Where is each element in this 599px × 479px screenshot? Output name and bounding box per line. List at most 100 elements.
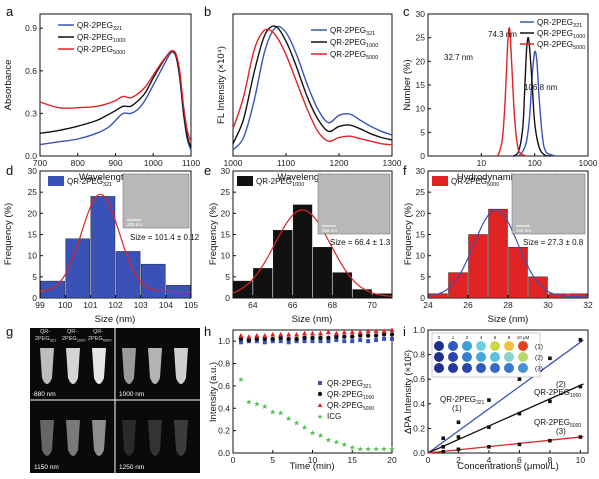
panel-d-ytick-label: 30 [28, 166, 38, 176]
panel-f-ytick-label: 15 [416, 230, 426, 240]
series-line-qr-2peg1000 [39, 50, 192, 148]
panel-f-xtick-label: 30 [543, 300, 553, 310]
legend-text-icg: ICG [327, 412, 341, 421]
line-label-321-num: (1) [452, 404, 462, 413]
data-point-qr-2peg1000 [302, 335, 307, 341]
histogram-bar [65, 238, 91, 299]
legend-text-321: QR-2PEG321 [330, 26, 375, 37]
panel-d-xtick-label: 102 [108, 300, 122, 310]
panel-e-ticks: 64 66 68 70 0 5 10 15 20 25 30 [221, 166, 378, 310]
data-point-qr-2peg5000 [349, 329, 355, 335]
data-point-qr-2peg1000 [487, 425, 491, 429]
data-point-qr-2peg1000 [254, 336, 260, 342]
panel-a-ytick-label: 0.9 [25, 23, 37, 33]
panel-a: a 700 800 900 1000 1100 0.0 0.3 0.6 0.9 Waveleng… [3, 4, 200, 183]
panel-i: i 0 2 4 6 8 10 0.0 0.2 0.4 0.6 0.8 1.0 0 1 2 4 6 8 10 μM (… [403, 324, 589, 472]
data-point-icg: ★ [238, 375, 245, 384]
panel-i-ylabel: ΔPA Intensity (×10²) [403, 350, 414, 434]
panel-i-ytick-label: 1.0 [413, 325, 425, 335]
panel-f-ytick-label: 30 [416, 166, 426, 176]
series-line-qr-2peg321 [232, 25, 393, 151]
scale-bar-label: 200 nm [516, 228, 531, 233]
legend-text-321: QR-2PEG321 [77, 21, 122, 32]
tube-label-321-prefix: QR- [40, 329, 50, 335]
tube-880-5000 [92, 348, 106, 384]
tem-image-5000 [511, 173, 586, 235]
legend-text-1000: QR-2PEG1000 [256, 177, 304, 188]
panel-h-xtick-label: 20 [387, 455, 397, 465]
legend-marker-321 [318, 381, 322, 385]
legend-text-5000: QR-2PEG5000 [330, 50, 378, 61]
histogram-bar [468, 234, 488, 299]
panel-c-xlabel: Hydrodynamic size (nm) [457, 172, 559, 183]
data-point-qr-2peg1000 [342, 334, 347, 339]
tem-image-1000 [317, 173, 391, 235]
data-point-qr-2peg1000 [294, 336, 299, 342]
data-point-qr-2peg321 [294, 339, 299, 344]
panel-e-bars [233, 204, 392, 299]
data-point-qr-2peg1000 [373, 333, 379, 338]
panel-i-xtick-label: 10 [576, 455, 586, 465]
panel-b-legend: QR-2PEG321 QR-2PEG1000 QR-2PEG5000 [311, 26, 378, 61]
panel-a-frame [39, 13, 192, 157]
data-point-qr-2peg321 [270, 339, 275, 344]
line-label-5000: QR-2PEG5000 [534, 418, 581, 429]
tube-1000-5000 [174, 348, 188, 384]
pa-well [518, 352, 528, 362]
data-point-qr-2peg5000 [301, 330, 308, 336]
well-header-label: 4 [480, 335, 483, 340]
panel-f-ytick-label: 20 [416, 208, 426, 218]
legend-text-321: QR-2PEG321 [537, 18, 582, 29]
panel-f-ytick-label: 25 [416, 187, 426, 197]
panel-d-xtick-label: 104 [159, 300, 173, 310]
well-header-label: 0 [438, 335, 441, 340]
data-point-icg: ★ [293, 419, 300, 428]
panel-e-ytick-label: 20 [221, 208, 231, 218]
panel-g: g QR- 2PEG321 QR- 2PEG1000 QR- 2PEG5000 … [6, 324, 200, 473]
tube-label-1000: 2PEG1000 [62, 336, 86, 343]
panel-h-ytick-label: 0.2 [218, 426, 230, 436]
panel-f-xlabel: Size (nm) [488, 314, 529, 325]
data-point-icg: ★ [333, 438, 340, 447]
well-row-label: (1) [535, 344, 543, 351]
panel-c: c 10 100 1000 0 5 10 15 20 25 30 Hydrodynamic siz… [402, 4, 598, 183]
histogram-bar [528, 276, 548, 299]
legend-marker-1000 [317, 391, 323, 397]
panel-f-ytick-label: 5 [420, 272, 425, 282]
data-point-qr-2peg1000 [381, 332, 387, 337]
panel-f-xtick-label: 24 [423, 300, 433, 310]
line-label-1000-num: (2) [556, 380, 566, 389]
panel-d-ytick-label: 25 [28, 187, 38, 197]
panel-b-frame [232, 13, 393, 157]
pa-well [462, 363, 472, 373]
data-point-qr-2peg1000 [334, 334, 339, 339]
legend-text-1000: QR-2PEG1000 [77, 33, 125, 44]
panel-a-ytick-label: 0.3 [25, 108, 37, 118]
panel-a-xtick-label: 800 [71, 158, 85, 168]
data-point-icg: ★ [285, 414, 292, 423]
panel-i-xtick-label: 6 [517, 455, 522, 465]
panel-f-xtick-label: 28 [503, 300, 513, 310]
data-point-qr-2peg1000 [326, 335, 331, 341]
data-point-qr-2peg5000 [278, 331, 284, 337]
panel-e-ytick-label: 5 [225, 272, 230, 282]
histogram-bar [312, 246, 333, 299]
panel-b-xtick-label: 1000 [224, 158, 243, 168]
panel-d-xtick-label: 103 [134, 300, 148, 310]
histogram-bar [448, 272, 468, 299]
pa-well [448, 341, 458, 351]
panel-d-ylabel: Frequency (%) [3, 203, 14, 265]
legend-swatch-1000 [237, 176, 253, 186]
panel-d-ytick-label: 20 [28, 208, 38, 218]
series-line-qr-2peg1000 [232, 25, 393, 144]
data-point-icg: ★ [365, 444, 372, 453]
panel-b-lines [232, 25, 393, 151]
annotation-106-8: 106.8 nm [524, 83, 558, 92]
legend-text-5000: QR-2PEG5000 [327, 401, 374, 412]
panel-i-line-labels: QR-2PEG321 (1) QR-2PEG1000 (2) QR-2PEG50… [440, 380, 581, 436]
panel-d-ytick-label: 10 [28, 251, 38, 261]
panel-f-ytick-label: 10 [416, 251, 426, 261]
data-point-icg: ★ [373, 444, 380, 453]
panel-c-legend: QR-2PEG321 QR-2PEG1000 QR-2PEG5000 [520, 18, 585, 51]
